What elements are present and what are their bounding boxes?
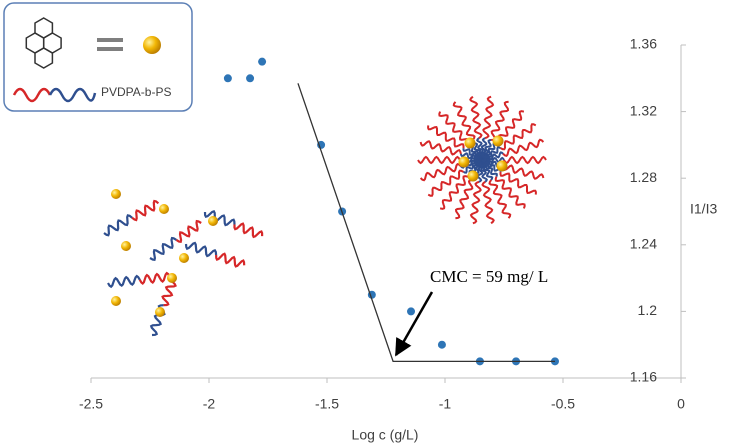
probe-sphere	[179, 253, 189, 263]
probe-sphere	[143, 36, 161, 54]
probe-sphere	[121, 241, 131, 251]
x-tick-label: -1	[439, 396, 452, 412]
y-tick-label: 1.28	[630, 169, 657, 185]
probe-sphere	[458, 156, 470, 168]
y-tick-label: 1.36	[630, 36, 657, 52]
fit-line	[297, 83, 555, 363]
x-tick-label: 0	[677, 396, 685, 412]
micelle-corona-chain	[438, 111, 470, 144]
free-chain-blue	[103, 214, 133, 237]
micelle-corona-chain	[419, 140, 462, 156]
free-chain-red	[131, 199, 160, 222]
micelle-corona-chain	[482, 95, 495, 140]
free-chain-red	[233, 222, 264, 239]
free-chain-blue	[149, 236, 177, 262]
y-tick-label: 1.32	[630, 102, 657, 118]
micelle-corona-chain	[502, 164, 545, 180]
micelle-corona-chain	[469, 180, 482, 225]
micelle-corona-chain	[452, 101, 476, 141]
annotation: CMC = 59 mg/ L	[430, 267, 548, 286]
micelle-corona-chain	[481, 181, 495, 225]
free-chain-blue	[203, 210, 236, 227]
micelle-core-chain	[481, 151, 504, 163]
probe-sphere	[155, 307, 165, 317]
x-tick-label: -1.5	[315, 396, 339, 412]
micelle-corona-chain	[427, 169, 464, 197]
pyrene-icon	[25, 17, 62, 69]
x-axis-label: Log c (g/L)	[352, 427, 419, 443]
micelle-corona-chain	[454, 179, 474, 220]
probe-sphere	[111, 296, 121, 306]
probe-sphere	[492, 135, 504, 147]
cmc-arrow	[394, 291, 434, 357]
micelle-corona-chain	[419, 162, 462, 182]
legend-label: PVDPA-b-PS	[101, 85, 171, 99]
micelle-corona-chain	[469, 95, 483, 139]
x-tick-label: -2	[203, 396, 216, 412]
red-block	[12, 87, 52, 103]
legend: PVDPA-b-PS	[3, 2, 193, 112]
data-point	[437, 340, 446, 349]
blue-block	[48, 87, 97, 103]
free-chain-red	[175, 219, 202, 244]
micelle-corona-chain	[500, 123, 537, 151]
y-tick-label: 1.24	[630, 236, 657, 252]
probe-sphere	[167, 273, 177, 283]
micelle-corona-chain	[490, 100, 510, 141]
micelle-corona-chain	[417, 155, 461, 165]
micelle-corona-chain	[494, 176, 526, 209]
legend-box	[3, 2, 193, 112]
y-axis-label: I1/I3	[690, 201, 717, 217]
probe-sphere	[464, 137, 476, 149]
micelle-corona-chain	[502, 138, 545, 158]
probe-sphere	[496, 160, 508, 172]
data-point	[258, 57, 267, 66]
equals-sign	[97, 38, 123, 42]
y-tick-label: 1.16	[630, 369, 657, 385]
free-chain-blue	[184, 241, 218, 258]
illustrations	[103, 95, 547, 337]
data-point	[223, 74, 232, 83]
x-tick-label: -2.5	[79, 396, 103, 412]
free-chain-blue	[107, 274, 141, 289]
probe-sphere	[208, 216, 218, 226]
micelle-corona-chain	[488, 179, 512, 219]
micelle-corona-chain	[439, 175, 468, 210]
probe-sphere	[159, 204, 169, 214]
micelle-corona-chain	[427, 125, 465, 149]
free-chain-red	[215, 252, 246, 268]
free-chain-red	[138, 271, 171, 285]
x-tick-label: -0.5	[551, 396, 575, 412]
micelle-corona-chain	[503, 155, 547, 165]
micelle-corona-chain	[499, 171, 537, 195]
data-point	[246, 74, 255, 83]
y-tick-label: 1.2	[638, 302, 658, 318]
probe-sphere	[467, 170, 479, 182]
equals-sign	[97, 47, 123, 51]
data-point	[407, 307, 416, 316]
probe-sphere	[111, 189, 121, 199]
